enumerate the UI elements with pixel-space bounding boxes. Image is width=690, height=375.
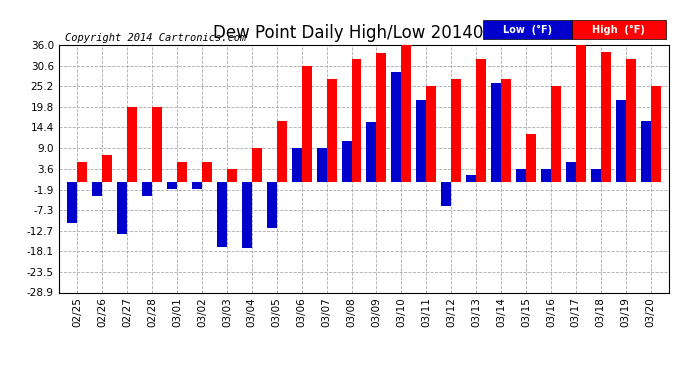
FancyBboxPatch shape bbox=[483, 20, 571, 39]
Text: Copyright 2014 Cartronics.com: Copyright 2014 Cartronics.com bbox=[65, 33, 246, 42]
Bar bbox=[302, 66, 312, 182]
Bar bbox=[202, 162, 212, 182]
Bar bbox=[377, 53, 386, 182]
Bar bbox=[351, 59, 362, 182]
Bar bbox=[615, 100, 626, 182]
Bar bbox=[651, 86, 660, 182]
Bar bbox=[192, 182, 202, 189]
Bar bbox=[217, 182, 227, 247]
Bar bbox=[416, 100, 426, 182]
Text: High  (°F): High (°F) bbox=[593, 24, 645, 34]
Bar bbox=[68, 182, 77, 224]
Bar bbox=[326, 80, 337, 182]
Bar bbox=[566, 162, 576, 182]
Bar bbox=[102, 155, 112, 182]
Bar bbox=[516, 168, 526, 182]
Bar bbox=[127, 107, 137, 182]
Bar bbox=[466, 176, 476, 182]
Bar bbox=[227, 168, 237, 182]
Bar bbox=[92, 182, 102, 196]
Bar bbox=[366, 122, 377, 182]
Bar bbox=[402, 45, 411, 182]
Bar bbox=[526, 134, 536, 182]
Bar bbox=[491, 83, 501, 182]
Bar bbox=[292, 148, 302, 182]
FancyBboxPatch shape bbox=[571, 20, 667, 39]
Bar bbox=[601, 52, 611, 182]
Bar bbox=[252, 148, 262, 182]
Bar bbox=[241, 182, 252, 248]
Bar bbox=[551, 86, 561, 182]
Bar bbox=[640, 120, 651, 182]
Bar bbox=[476, 59, 486, 182]
Bar bbox=[77, 162, 88, 182]
Bar bbox=[277, 120, 287, 182]
Bar bbox=[501, 80, 511, 182]
Bar bbox=[591, 168, 601, 182]
Bar bbox=[626, 59, 635, 182]
Bar bbox=[317, 148, 326, 182]
Bar bbox=[441, 182, 451, 206]
Text: Low  (°F): Low (°F) bbox=[503, 24, 552, 34]
Bar bbox=[267, 182, 277, 228]
Title: Dew Point Daily High/Low 20140321: Dew Point Daily High/Low 20140321 bbox=[213, 24, 515, 42]
Bar bbox=[451, 80, 461, 182]
Bar bbox=[117, 182, 127, 234]
Bar bbox=[177, 162, 187, 182]
Bar bbox=[167, 182, 177, 189]
Bar bbox=[541, 168, 551, 182]
Bar bbox=[426, 86, 436, 182]
Bar bbox=[391, 72, 402, 182]
Bar bbox=[152, 107, 162, 182]
Bar bbox=[342, 141, 351, 182]
Bar bbox=[576, 45, 586, 182]
Bar bbox=[142, 182, 152, 196]
